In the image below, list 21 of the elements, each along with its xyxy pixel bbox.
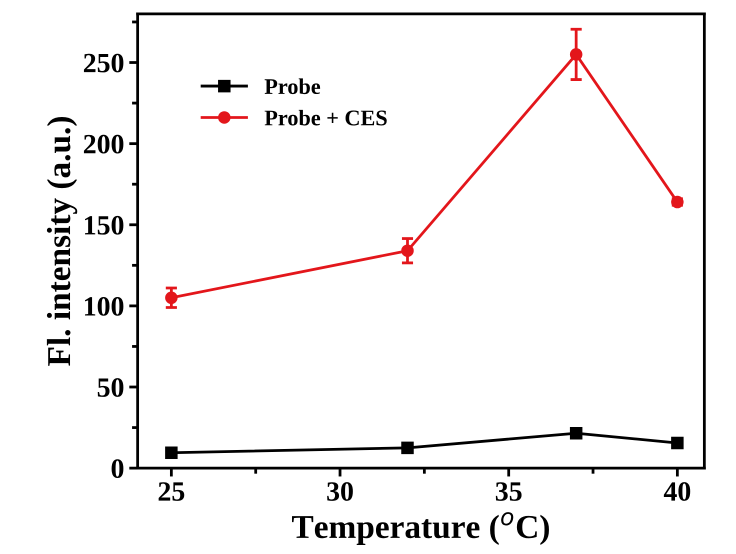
y-axis-title: Fl. intensity (a.u.): [46, 116, 78, 366]
x-tick-label: 35: [496, 482, 522, 501]
legend-label: Probe + CES: [264, 110, 387, 126]
y-tick-label: 250: [84, 54, 124, 72]
point: [401, 244, 414, 257]
x-tick-label: 40: [664, 482, 690, 501]
point: [570, 426, 582, 440]
x-axis-title: Temperature ($^{o}$C): [292, 512, 549, 545]
point: [165, 446, 178, 459]
point: [671, 436, 684, 450]
x-tick-label: 30: [327, 482, 353, 501]
legend-label: Probe: [264, 78, 320, 94]
point: [165, 292, 178, 304]
y-tick-label: 100: [84, 297, 124, 316]
y-tick-label: 50: [98, 378, 124, 397]
point: [401, 442, 414, 454]
point: [570, 48, 582, 61]
y-tick-label: 0: [112, 459, 124, 478]
y-tick-label: 200: [84, 134, 124, 154]
x-tick-label: 25: [158, 482, 184, 501]
y-tick-label: 150: [84, 216, 124, 235]
